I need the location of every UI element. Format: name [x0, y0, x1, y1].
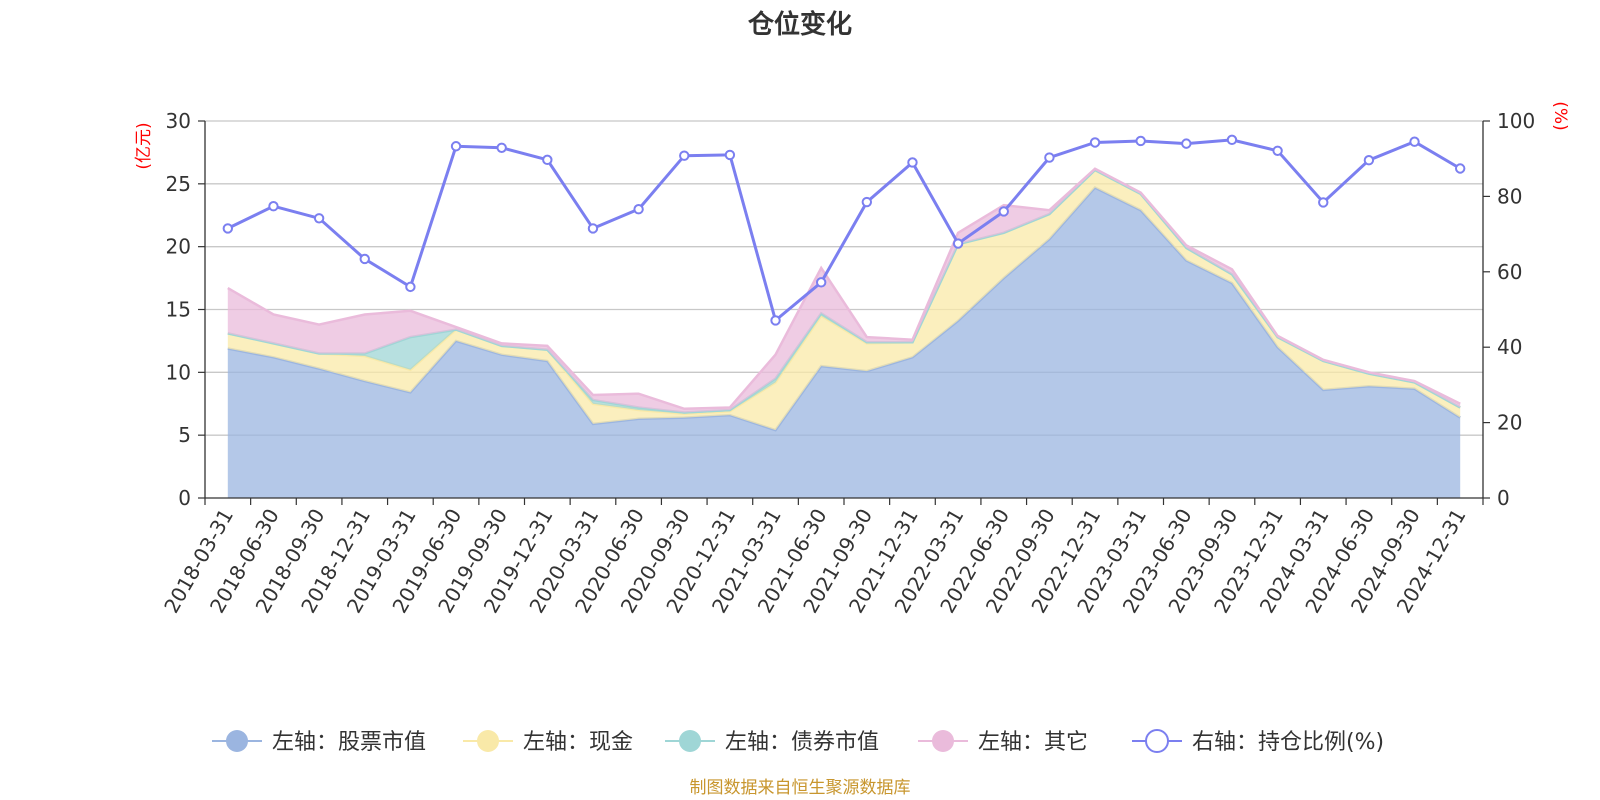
left-axis-unit: (亿元)	[134, 122, 154, 169]
ratio-point	[1135, 135, 1146, 147]
ratio-point	[1454, 163, 1466, 174]
ratio-line	[227, 138, 1461, 324]
right-tick-label: 40	[1497, 335, 1522, 359]
x-tick-labels: 2018-03-312018-06-302018-09-302018-12-31…	[159, 505, 1470, 618]
ratio-point	[496, 142, 507, 153]
ratio-point	[724, 149, 736, 161]
right-tick-label: 80	[1497, 184, 1522, 208]
legend-label: 右轴：持仓比例(%)	[1192, 730, 1384, 755]
ratio-point	[1318, 197, 1329, 208]
legend-label: 左轴：其它	[978, 730, 1088, 755]
legend-marker	[226, 730, 248, 752]
left-tick-label: 15	[166, 298, 191, 322]
right-tick-label: 100	[1497, 109, 1535, 133]
line-series	[222, 134, 1466, 326]
ratio-point	[1181, 138, 1192, 149]
ratio-point	[313, 213, 325, 224]
left-tick-label: 10	[166, 360, 191, 384]
ratio-point	[815, 277, 827, 288]
ratio-point	[861, 196, 873, 208]
ratio-point	[1089, 137, 1101, 148]
source-note: 制图数据来自恒生聚源数据库	[690, 778, 911, 798]
left-tick-label: 5	[178, 423, 191, 447]
left-tick-label: 25	[166, 172, 191, 196]
ratio-point	[1409, 136, 1420, 147]
ratio-point	[1044, 152, 1055, 163]
right-tick-label: 20	[1497, 411, 1522, 435]
legend-marker	[679, 730, 701, 752]
area-edge-3	[227, 167, 1461, 411]
ratio-point	[633, 204, 644, 215]
ratio-point	[907, 157, 918, 168]
chart-title: 仓位变化	[747, 9, 852, 40]
ratio-point	[542, 154, 553, 166]
left-tick-label: 20	[166, 235, 191, 259]
area-0	[227, 187, 1461, 498]
ratio-point	[998, 206, 1009, 217]
ratio-point	[952, 238, 964, 249]
right-tick-label: 60	[1497, 260, 1522, 284]
ratio-point	[770, 315, 781, 326]
ratio-point	[359, 253, 370, 265]
axes: 0 5 10 15 20 25 30 0 20 40 60 80 100	[166, 109, 1536, 510]
left-tick-label: 30	[166, 109, 191, 133]
left-tick-label: 0	[178, 486, 191, 510]
ratio-point	[1226, 134, 1238, 146]
legend-label: 左轴：现金	[523, 730, 633, 755]
right-tick-label: 0	[1497, 486, 1510, 510]
ratio-point	[268, 201, 279, 212]
legend: 左轴：股票市值 左轴：现金 左轴：债券市值 左轴：其它 右轴：持仓比例(%)	[212, 729, 1384, 755]
legend-marker	[477, 730, 499, 752]
right-axis-unit: (%)	[1550, 101, 1570, 130]
legend-marker	[1145, 729, 1169, 753]
ratio-point	[1363, 155, 1375, 166]
ratio-point	[679, 150, 690, 161]
legend-label: 左轴：债券市值	[725, 730, 879, 755]
ratio-point	[405, 281, 416, 293]
ratio-point	[222, 223, 234, 234]
ratio-point	[587, 223, 599, 234]
legend-marker	[932, 730, 954, 752]
ratio-point	[450, 141, 462, 152]
legend-label: 左轴：股票市值	[272, 730, 426, 755]
ratio-point	[1272, 145, 1283, 156]
area-series	[227, 167, 1461, 498]
